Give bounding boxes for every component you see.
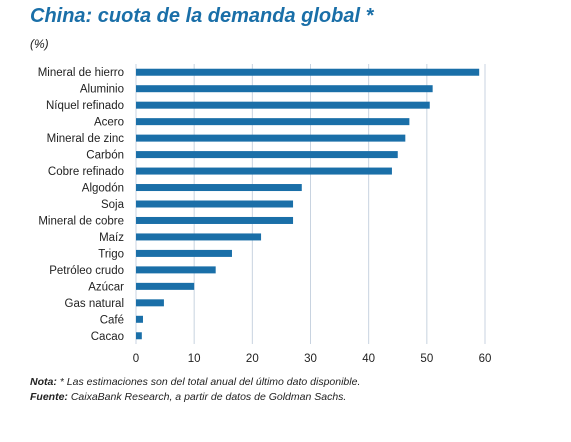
category-label: Mineral de cobre [38, 215, 124, 227]
bar [136, 282, 195, 290]
category-label: Trigo [98, 248, 124, 260]
grid-lines [135, 64, 486, 344]
category-label: Cobre refinado [48, 166, 124, 178]
bar-chart: Mineral de hierro Aluminio Níquel refinado… [38, 64, 492, 365]
bar [136, 216, 294, 224]
x-tick-label: 20 [246, 353, 259, 365]
source-label: Fuente: [30, 391, 68, 403]
footnote-note: Nota: * Las estimaciones son del total a… [30, 376, 360, 388]
x-axis: 0 10 20 30 40 50 60 [133, 353, 492, 365]
bar [136, 151, 398, 159]
category-label: Mineral de zinc [47, 133, 125, 145]
bar [136, 68, 480, 76]
category-label: Algodón [82, 183, 124, 195]
bars [136, 68, 480, 340]
source-text: CaixaBank Research, a partir de datos de… [67, 391, 347, 403]
bar [136, 315, 143, 323]
bar [136, 249, 232, 257]
category-label: Café [100, 314, 124, 326]
bar [136, 299, 164, 307]
bar [136, 332, 142, 340]
chart-title: China: cuota de la demanda global * [30, 5, 374, 27]
category-label: Acero [94, 117, 124, 129]
bar [136, 266, 216, 274]
category-label: Gas natural [65, 298, 124, 310]
category-label: Níquel refinado [46, 100, 124, 112]
bar [136, 184, 302, 192]
bar [136, 200, 294, 208]
category-label: Carbón [86, 150, 124, 162]
x-tick-label: 30 [304, 353, 317, 365]
category-labels: Mineral de hierro Aluminio Níquel refinado… [38, 67, 125, 343]
x-tick-label: 50 [420, 353, 433, 365]
footnote-source: Fuente: CaixaBank Research, a partir de … [30, 391, 346, 403]
bar [136, 101, 430, 109]
bar [136, 233, 262, 241]
bar [136, 134, 406, 142]
note-text: * Las estimaciones son del total anual d… [56, 376, 361, 388]
x-tick-label: 60 [479, 353, 492, 365]
bar [136, 167, 392, 175]
x-tick-label: 0 [133, 353, 139, 365]
category-label: Azúcar [88, 281, 124, 293]
bar [136, 118, 410, 126]
unit-label: (%) [30, 37, 49, 51]
category-label: Maíz [99, 232, 124, 244]
x-tick-label: 40 [362, 353, 375, 365]
note-label: Nota: [30, 376, 57, 388]
category-label: Mineral de hierro [38, 67, 124, 79]
x-tick-label: 10 [188, 353, 201, 365]
category-label: Cacao [91, 331, 124, 343]
category-label: Aluminio [80, 84, 124, 96]
category-label: Petróleo crudo [49, 265, 124, 277]
category-label: Soja [101, 199, 125, 211]
bar [136, 85, 433, 93]
